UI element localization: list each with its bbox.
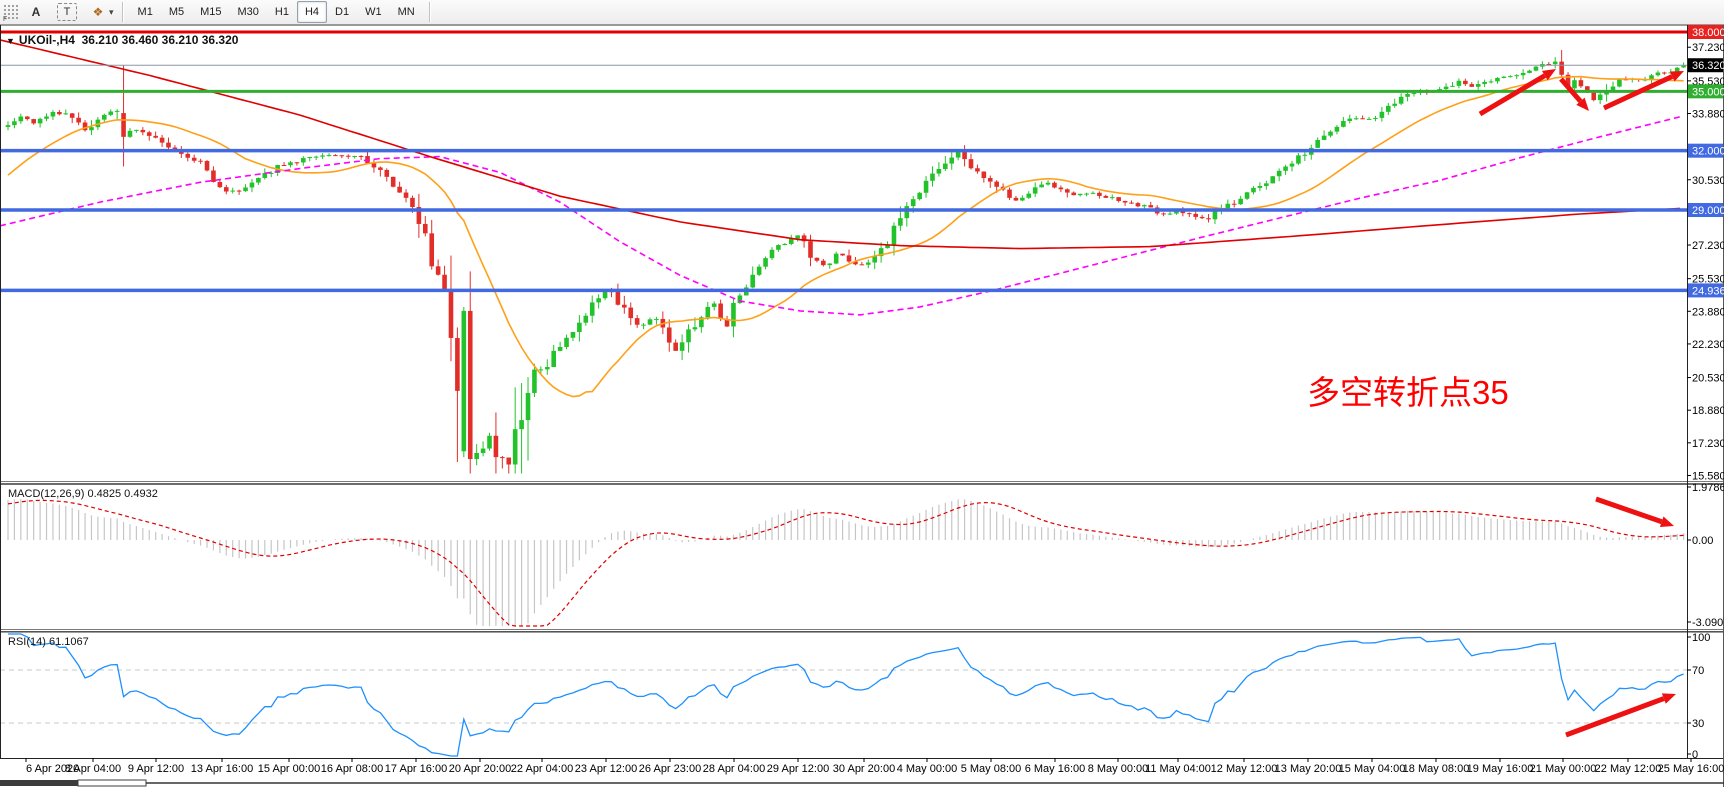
toolbar-separator — [428, 2, 431, 22]
price-tick-label: 22.230 — [1692, 339, 1724, 351]
text-object-icon[interactable]: T — [57, 3, 77, 21]
timeframe-button-H1[interactable]: H1 — [274, 6, 289, 18]
toolbar-grip-icon[interactable]: F — [3, 4, 19, 23]
macd-tick-label: 1.9786 — [1692, 482, 1724, 494]
timeframe-button-M15[interactable]: M15 — [200, 6, 222, 18]
time-tick-label: 13 Apr 16:00 — [191, 763, 253, 775]
price-tick-label: 20.530 — [1692, 373, 1724, 385]
trend-arrow-macd[interactable] — [1595, 496, 1674, 527]
font-icon[interactable]: A — [31, 5, 41, 19]
ma-slow-line — [0, 39, 1681, 250]
time-tick-label: 13 May 20:00 — [1275, 763, 1342, 775]
time-tick-label: 9 Apr 12:00 — [128, 763, 184, 775]
time-tick-label: 12 May 12:00 — [1211, 763, 1278, 775]
time-tick-label: 19 May 16:00 — [1467, 763, 1534, 775]
time-tick-label: 20 Apr 20:00 — [449, 763, 511, 775]
trend-arrow-main-1[interactable] — [1478, 69, 1556, 117]
price-label-29-text: 29.000 — [1692, 205, 1724, 217]
rsi-tick-label: 30 — [1692, 718, 1704, 730]
timeframe-button-H4[interactable]: H4 — [296, 1, 328, 23]
macd-histogram — [7, 499, 1685, 626]
h-scrollbar-thumb[interactable] — [0, 780, 78, 786]
timeframe-button-D1[interactable]: D1 — [335, 6, 350, 18]
rsi-panel-surface[interactable] — [0, 632, 1687, 758]
time-tick-label: 22 Apr 04:00 — [511, 763, 573, 775]
current-price-label-text: 36.320 — [1692, 60, 1724, 72]
timeframe-button-M1[interactable]: M1 — [137, 6, 153, 18]
price-label-32-text: 32.000 — [1692, 146, 1724, 158]
current-price-label — [1688, 58, 1723, 73]
time-tick-label: 4 May 00:00 — [897, 763, 958, 775]
time-tick-label: 6 May 16:00 — [1025, 763, 1086, 775]
time-tick-label: 6 Apr 2020 — [26, 763, 79, 775]
macd-indicator-label: MACD(12,26,9) 0.4825 0.4932 — [8, 488, 158, 500]
price-tick-label: 17.230 — [1692, 438, 1724, 450]
macd-tick-label: -3.0907 — [1692, 617, 1724, 629]
price-label-38-text: 38.000 — [1692, 27, 1724, 39]
trend-arrow-main-2[interactable] — [1559, 77, 1589, 111]
toolbar-separator — [121, 2, 124, 22]
time-tick-label: 5 May 08:00 — [961, 763, 1022, 775]
price-tick-label: 37.230 — [1692, 42, 1724, 54]
ma-mid-line — [0, 116, 1681, 316]
macd-signal-line — [7, 499, 1684, 627]
main-chart-surface[interactable] — [0, 25, 1687, 481]
price-label-35-text: 35.000 — [1692, 86, 1724, 98]
time-tick-label: 8 May 00:00 — [1088, 763, 1149, 775]
time-tick-label: 26 Apr 23:00 — [639, 763, 701, 775]
time-tick-label: 16 Apr 08:00 — [321, 763, 383, 775]
time-tick-label: 28 Apr 04:00 — [703, 763, 765, 775]
price-label-32 — [1688, 143, 1723, 158]
time-tick-label: 8 Apr 04:00 — [65, 763, 121, 775]
price-tick-label: 18.880 — [1692, 405, 1724, 417]
timeframe-button-M30[interactable]: M30 — [237, 6, 259, 18]
time-tick-label: 15 May 04:00 — [1339, 763, 1406, 775]
time-tick-label: 21 May 00:00 — [1530, 763, 1597, 775]
price-tick-label: 33.880 — [1692, 108, 1724, 120]
price-label-24936 — [1688, 283, 1723, 298]
price-axis-column[interactable] — [1687, 25, 1724, 758]
time-tick-label: 30 Apr 20:00 — [833, 763, 895, 775]
symbol-ohlc-label[interactable]: ▼ UKOil-,H4 36.210 36.460 36.210 36.320 — [6, 33, 238, 47]
rsi-tick-label: 70 — [1692, 665, 1704, 677]
chart-text-annotation[interactable]: 多空转折点35 — [1307, 374, 1509, 411]
time-tick-label: 17 Apr 16:00 — [385, 763, 447, 775]
price-label-29 — [1688, 203, 1723, 218]
timeframe-button-MN[interactable]: MN — [397, 6, 415, 18]
trend-arrow-main-3[interactable] — [1602, 71, 1684, 111]
price-label-24936-text: 24.936 — [1692, 285, 1724, 297]
macd-panel-surface[interactable] — [0, 485, 1687, 628]
price-tick-label: 15.580 — [1692, 470, 1724, 482]
symbol-dropdown-icon[interactable]: ▼ — [6, 36, 15, 46]
time-tick-label: 18 May 08:00 — [1403, 763, 1470, 775]
price-tick-label: 25.530 — [1692, 274, 1724, 286]
timeframe-button-W1[interactable]: W1 — [365, 6, 382, 18]
time-tick-label: 22 May 12:00 — [1595, 763, 1662, 775]
price-tick-label: 23.880 — [1692, 306, 1724, 318]
rsi-tick-label: 100 — [1692, 632, 1710, 644]
top-toolbar: F A T ❖ ▾ M1 M5 M15 M30 H1 H4 D1 W1 MN — [0, 0, 1724, 25]
cursor-mode-icon[interactable]: ❖ — [92, 5, 104, 19]
time-tick-label: 11 May 04:00 — [1145, 763, 1211, 775]
time-tick-label: 29 Apr 12:00 — [767, 763, 829, 775]
h-scrollbar-segment[interactable] — [77, 779, 147, 787]
macd-tick-label: 0.00 — [1692, 535, 1713, 547]
price-label-35 — [1688, 84, 1723, 99]
trend-arrow-rsi[interactable] — [1565, 693, 1676, 738]
rsi-indicator-label: RSI(14) 61.1067 — [8, 636, 89, 648]
price-tick-label: 27.230 — [1692, 240, 1724, 252]
time-tick-label: 25 May 16:00 — [1658, 763, 1724, 775]
symbol-ohlc-values: 36.210 36.460 36.210 36.320 — [81, 33, 239, 47]
dropdown-arrow-icon[interactable]: ▾ — [109, 6, 114, 17]
time-tick-label: 23 Apr 12:00 — [575, 763, 637, 775]
symbol-name: UKOil-,H4 — [18, 33, 75, 47]
rsi-line — [8, 633, 1684, 757]
price-tick-label: 30.530 — [1692, 175, 1724, 187]
price-label-38 — [1688, 25, 1723, 39]
time-tick-label: 15 Apr 00:00 — [258, 763, 320, 775]
rsi-tick-label: 0 — [1692, 749, 1698, 761]
timeframe-button-M5[interactable]: M5 — [168, 6, 185, 18]
